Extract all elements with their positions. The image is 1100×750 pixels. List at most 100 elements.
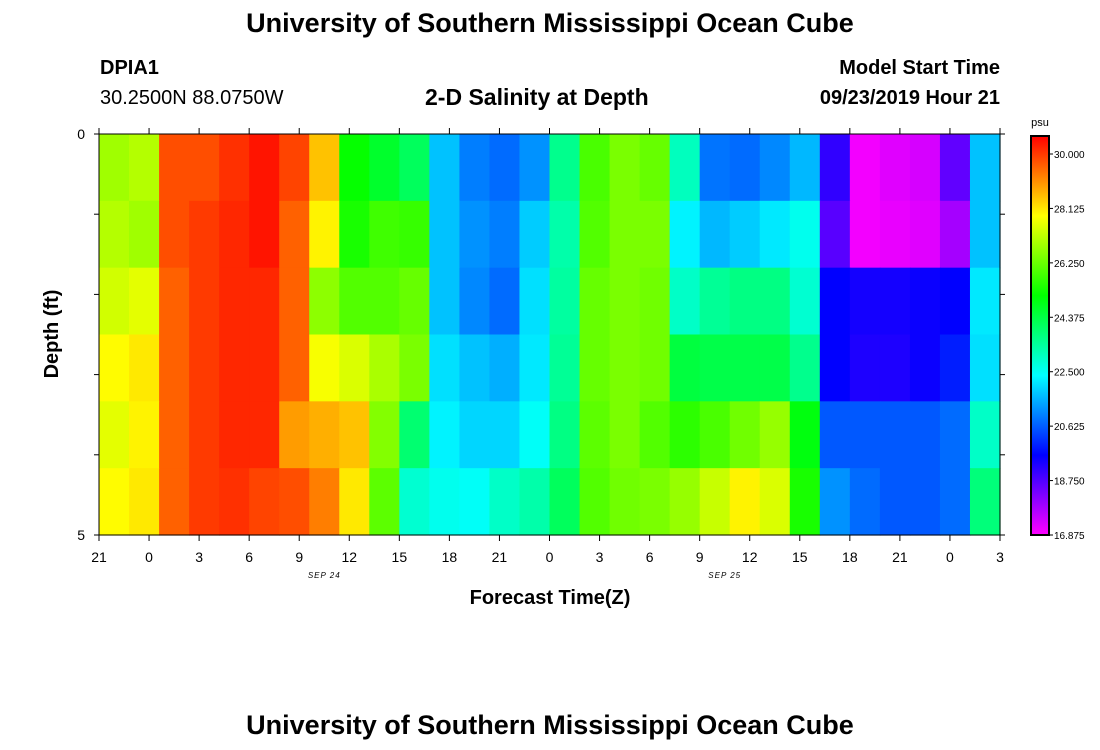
heatmap-cell (429, 468, 460, 536)
y-tick-label: 5 (77, 527, 85, 543)
heatmap-cell (759, 468, 791, 536)
heatmap-cell (579, 267, 611, 336)
heatmap-cell (549, 200, 581, 269)
heatmap-cell (219, 134, 250, 202)
heatmap-cell (549, 134, 581, 202)
heatmap-cell (519, 134, 551, 202)
heatmap-cell (849, 200, 881, 269)
heatmap-cell (969, 401, 1001, 469)
heatmap-cell (909, 267, 941, 336)
heatmap-cell (219, 200, 250, 269)
heatmap-cell (609, 134, 641, 202)
x-tick-label: 3 (996, 549, 1004, 565)
heatmap-cell (909, 401, 941, 469)
heatmap-cell (699, 334, 731, 402)
heatmap-cell (159, 468, 190, 536)
colorbar-tick-label: 22.500 (1054, 368, 1085, 379)
heatmap-cell (789, 134, 821, 202)
heatmap-cell (519, 401, 551, 469)
heatmap-cell (699, 401, 731, 469)
x-tick-label: 9 (696, 549, 704, 565)
heatmap-cell (249, 267, 280, 336)
heatmap-cell (939, 200, 971, 269)
colorbar: psu 30.000 28.125 26.250 24.375 22.500 20.625 1… (1030, 117, 1085, 542)
heatmap-cell (219, 334, 250, 402)
heatmap-cell (669, 134, 701, 202)
plot-title: 2-D Salinity at Depth (425, 84, 649, 110)
x-tick-label: 21 (91, 549, 107, 565)
heatmap-cell (369, 267, 400, 336)
heatmap-cell (969, 267, 1001, 336)
heatmap-cell (579, 468, 611, 536)
y-axis-label: Depth (ft) (41, 290, 63, 379)
heatmap-cell (639, 401, 671, 469)
station-coords: 30.2500N 88.0750W (100, 87, 284, 109)
x-tick-label: 9 (295, 549, 303, 565)
x-tick-label: 15 (792, 549, 808, 565)
heatmap-cell (399, 200, 430, 269)
heatmap-cell (789, 334, 821, 402)
x-tick-label: 12 (742, 549, 758, 565)
station-id: DPIA1 (100, 57, 159, 79)
heatmap-cell (729, 200, 761, 269)
heatmap-cell (759, 134, 791, 202)
heatmap-cell (189, 334, 220, 402)
heatmap-cell (159, 267, 190, 336)
heatmap-cell (879, 267, 911, 336)
x-tick-label: 12 (341, 549, 357, 565)
x-tick-label: 15 (392, 549, 408, 565)
heatmap-cell (609, 468, 641, 536)
heatmap-cell (969, 468, 1001, 536)
heatmap-cell (909, 200, 941, 269)
heatmap-cell (759, 267, 791, 336)
x-tick-label: 6 (245, 549, 253, 565)
heatmap-cell (99, 134, 130, 202)
heatmap-cell (969, 334, 1001, 402)
heatmap-cell (639, 134, 671, 202)
heatmap-cell (729, 468, 761, 536)
heatmap-cell (369, 334, 400, 402)
heatmap-cell (129, 200, 160, 269)
heatmap-cell (819, 200, 851, 269)
heatmap-cell (399, 134, 430, 202)
x-tick-label: 21 (892, 549, 908, 565)
colorbar-tick-label: 16.875 (1054, 531, 1085, 542)
heatmap-cell (759, 334, 791, 402)
heatmap-cell (429, 134, 460, 202)
x-tick-label: 3 (596, 549, 604, 565)
heatmap-cell (159, 200, 190, 269)
heatmap-cell (789, 267, 821, 336)
heatmap-cell (909, 134, 941, 202)
heatmap-cell (189, 468, 220, 536)
page-title-top: University of Southern Mississippi Ocean… (246, 8, 854, 38)
heatmap-cell (99, 401, 130, 469)
heatmap-cell (579, 401, 611, 469)
x-tick-label: 18 (442, 549, 458, 565)
colorbar-gradient (1030, 135, 1050, 536)
heatmap-cell (549, 334, 581, 402)
heatmap-cell (129, 267, 160, 336)
x-axis-label: Forecast Time(Z) (470, 587, 631, 609)
heatmap-cell (249, 334, 280, 402)
heatmap-cell (549, 468, 581, 536)
heatmap-cell (279, 134, 310, 202)
heatmap-cell (309, 200, 340, 269)
heatmap-cell (459, 134, 491, 202)
heatmap-cell (909, 468, 941, 536)
x-axis: 21 0 3 6 9 12 15 18 21 0 3 6 9 12 15 18 21 0 3 SEP 24 SEP 25 (91, 128, 1004, 580)
heatmap-cell (609, 200, 641, 269)
heatmap-cell (819, 401, 851, 469)
heatmap-cell (489, 267, 521, 336)
heatmap-cell (459, 200, 491, 269)
x-tick-label: 6 (646, 549, 654, 565)
heatmap-cell (249, 401, 280, 469)
heatmap-cell (789, 401, 821, 469)
heatmap-cell (609, 334, 641, 402)
heatmap-cell (699, 134, 731, 202)
heatmap-cell (939, 334, 971, 402)
heatmap-cell (189, 267, 220, 336)
heatmap-cell (489, 200, 521, 269)
x-tick-label: 0 (546, 549, 554, 565)
heatmap-cell (99, 468, 130, 536)
heatmap-cell (159, 334, 190, 402)
